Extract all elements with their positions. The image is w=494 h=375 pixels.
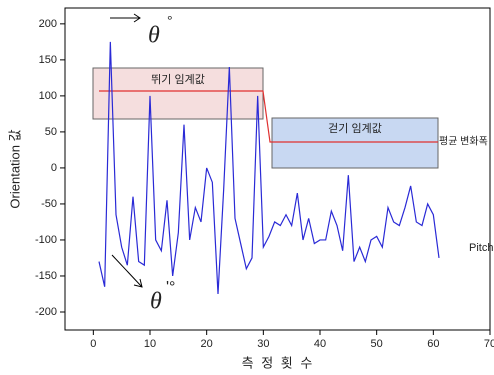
annotation: 평균 변화폭	[439, 136, 488, 148]
y-tick-label: 0	[51, 162, 57, 174]
y-tick-label: -50	[41, 198, 57, 210]
x-axis-title: 측 정 횟 수	[242, 355, 315, 370]
annotation: '°	[166, 279, 175, 296]
y-tick-label: 50	[45, 126, 57, 138]
y-tick-label: 100	[39, 90, 57, 102]
arrow	[133, 13, 141, 23]
annotation: θ	[150, 289, 162, 315]
x-tick-label: 40	[314, 338, 326, 350]
walk-threshold-box	[271, 117, 439, 169]
x-tick-label: 10	[144, 338, 156, 350]
x-tick-label: 50	[371, 338, 383, 350]
arrow	[111, 254, 143, 288]
y-tick-label: 200	[39, 18, 57, 30]
annotation: 뛰기 임계값	[151, 73, 205, 86]
plot-frame	[64, 7, 491, 331]
run-threshold-box	[92, 67, 264, 120]
y-tick-label: -150	[35, 270, 57, 282]
y-axis-title: Orientation 값	[7, 129, 22, 208]
y-tick-label: -200	[35, 306, 57, 318]
legend-label: Pitch	[469, 242, 493, 254]
annotation: 걷기 임계값	[328, 122, 382, 135]
annotation: θ	[148, 23, 160, 49]
x-tick-label: 70	[484, 338, 494, 350]
mean-line	[99, 90, 438, 143]
x-tick-label: 60	[427, 338, 439, 350]
y-tick-label: -100	[35, 234, 57, 246]
annotation: °	[167, 13, 173, 29]
arrow	[133, 278, 143, 288]
y-tick-label: 150	[39, 54, 57, 66]
x-tick-label: 0	[90, 338, 96, 350]
x-tick-label: 30	[257, 338, 269, 350]
data-line	[98, 41, 440, 295]
x-tick-label: 20	[201, 338, 213, 350]
